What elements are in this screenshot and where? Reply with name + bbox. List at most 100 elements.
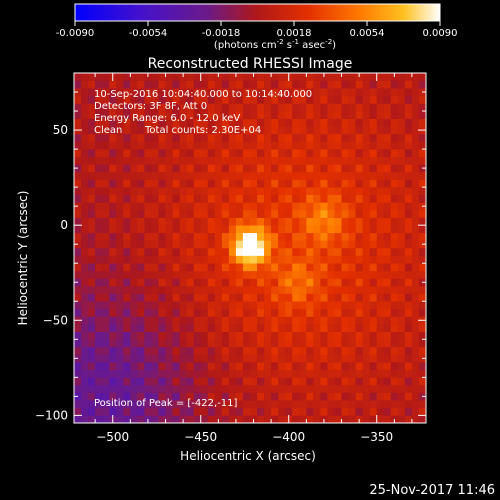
heatmap-cell xyxy=(109,164,117,173)
heatmap-cell xyxy=(158,194,166,203)
heatmap-cell xyxy=(313,225,321,234)
heatmap-cell xyxy=(74,346,82,355)
heatmap-cell xyxy=(397,301,406,310)
heatmap-cell xyxy=(235,111,244,119)
heatmap-cell xyxy=(362,278,370,287)
heatmap-cell xyxy=(271,88,279,97)
heatmap-cell xyxy=(221,209,230,218)
heatmap-cell xyxy=(334,362,342,371)
heatmap-cell xyxy=(193,377,202,386)
heatmap-cell xyxy=(207,171,216,180)
heatmap-cell xyxy=(313,80,321,89)
heatmap-cell xyxy=(137,209,145,218)
heatmap-cell xyxy=(390,354,399,363)
heatmap-cell xyxy=(95,88,103,97)
heatmap-cell xyxy=(369,316,378,325)
heatmap-cell xyxy=(292,270,300,279)
heatmap-cell xyxy=(102,331,110,340)
heatmap-cell xyxy=(130,301,138,310)
heatmap-cell xyxy=(165,255,173,264)
heatmap-cell xyxy=(151,141,159,150)
heatmap-cell xyxy=(292,407,300,416)
heatmap-cell xyxy=(144,331,152,340)
heatmap-cell xyxy=(235,156,244,165)
heatmap-cell xyxy=(193,339,202,348)
heatmap-cell xyxy=(341,202,349,211)
heatmap-cell xyxy=(137,263,145,272)
heatmap-cell xyxy=(376,286,385,294)
heatmap-cell xyxy=(320,141,328,150)
heatmap-cell xyxy=(264,286,272,294)
heatmap-cell xyxy=(355,392,363,401)
heatmap-cell xyxy=(369,232,378,241)
heatmap-cell xyxy=(123,111,131,119)
heatmap-cell xyxy=(151,149,159,157)
heatmap-cell xyxy=(278,187,286,196)
heatmap-cell xyxy=(200,354,209,363)
heatmap-cell xyxy=(334,126,342,135)
heatmap-cell xyxy=(235,194,244,203)
heatmap-cell xyxy=(383,384,392,393)
heatmap-cell xyxy=(207,331,216,340)
heatmap-cell xyxy=(306,293,314,302)
heatmap-cell xyxy=(369,392,378,401)
heatmap-cell xyxy=(207,209,216,218)
heatmap-cell xyxy=(95,179,103,188)
heatmap-cell xyxy=(221,118,230,127)
heatmap-cell xyxy=(383,103,392,112)
heatmap-cell xyxy=(123,263,131,272)
heatmap-cell xyxy=(137,194,145,203)
heatmap-cell xyxy=(109,316,117,325)
heatmap-cell xyxy=(214,141,223,150)
heatmap-cell xyxy=(306,232,314,241)
heatmap-cell xyxy=(158,255,166,264)
heatmap-cell xyxy=(250,232,258,241)
heatmap-cell xyxy=(116,293,124,302)
heatmap-cell xyxy=(271,103,279,112)
heatmap-cell xyxy=(130,164,138,173)
heatmap-cell xyxy=(348,248,356,256)
heatmap-cell xyxy=(327,301,335,310)
heatmap-cell xyxy=(242,369,251,378)
heatmap-cell xyxy=(264,156,272,165)
heatmap-cell xyxy=(109,362,117,371)
heatmap-cell xyxy=(116,301,124,310)
heatmap-cell xyxy=(278,171,286,180)
heatmap-cell xyxy=(207,133,216,142)
heatmap-cell xyxy=(158,141,166,150)
heatmap-cell xyxy=(179,103,187,112)
heatmap-cell xyxy=(123,164,131,173)
heatmap-cell xyxy=(137,232,145,241)
heatmap-cell xyxy=(193,194,202,203)
heatmap-cell xyxy=(355,80,363,89)
heatmap-cell xyxy=(397,324,406,332)
heatmap-cell xyxy=(242,301,251,310)
heatmap-cell xyxy=(320,331,328,340)
heatmap-cell xyxy=(320,384,328,393)
heatmap-cell xyxy=(313,209,321,218)
heatmap-cell xyxy=(200,187,209,196)
heatmap-cell xyxy=(348,156,356,165)
heatmap-cell xyxy=(193,369,202,378)
heatmap-cell xyxy=(327,248,335,256)
heatmap-cell xyxy=(278,232,286,241)
heatmap-cell xyxy=(200,369,209,378)
heatmap-cell xyxy=(193,225,202,234)
heatmap-cell xyxy=(109,95,117,104)
heatmap-cell xyxy=(334,324,342,332)
heatmap-cell xyxy=(179,217,187,226)
heatmap-cell xyxy=(362,73,370,81)
heatmap-cell xyxy=(250,400,258,409)
heatmap-cell xyxy=(355,209,363,218)
heatmap-cell xyxy=(228,156,237,165)
heatmap-cell xyxy=(376,407,385,416)
heatmap-cell xyxy=(341,346,349,355)
heatmap-cell xyxy=(95,194,103,203)
heatmap-cell xyxy=(376,133,385,142)
heatmap-cell xyxy=(383,301,392,310)
heatmap-cell xyxy=(369,293,378,302)
heatmap-cell xyxy=(165,171,173,180)
heatmap-cell xyxy=(193,141,202,150)
heatmap-cell xyxy=(172,187,180,196)
